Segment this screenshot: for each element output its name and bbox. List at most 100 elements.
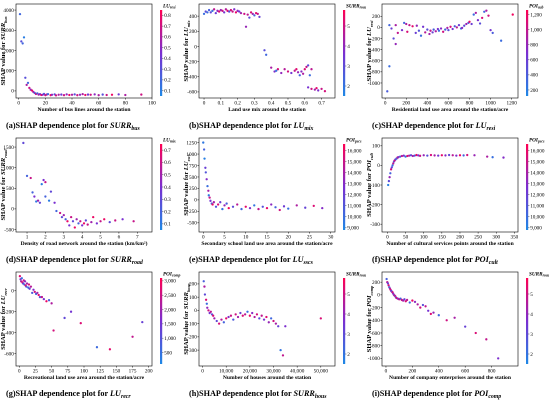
colorbar-tick-label: 2	[347, 352, 350, 358]
x-tick-label: 100	[80, 369, 88, 375]
scatter-point	[502, 156, 505, 159]
colorbar-label-feature: POI	[346, 138, 356, 144]
x-tick-label: 5	[223, 235, 226, 241]
scatter-point	[217, 322, 221, 325]
chart-e: 0 5 10 15 20 25 30 -500 -250 0 250 500 750 1000 1250 Se…	[183, 138, 362, 267]
scatter-point	[28, 287, 31, 290]
scatter-point	[310, 87, 313, 91]
x-tick-label: 50,000	[314, 369, 329, 375]
panel-caption: (i)SHAP dependence plot for POIcomp	[372, 389, 501, 400]
scatter-point	[405, 298, 409, 302]
x-tick-label: 1	[26, 235, 29, 241]
scatter-point	[306, 64, 310, 67]
x-tick-label: 250	[474, 235, 482, 241]
scatter-point	[478, 22, 482, 25]
scatter-point	[451, 27, 454, 31]
y-tick-label: 1000	[3, 165, 14, 171]
plot-frame	[15, 137, 153, 233]
scatter-point	[46, 93, 50, 96]
caption-letter: (c)	[372, 121, 381, 130]
caption-feature: LU	[292, 255, 305, 264]
scatter-point	[491, 156, 494, 159]
scatter-point	[312, 204, 315, 208]
scatter-point	[86, 223, 89, 226]
scatter-point	[31, 191, 34, 194]
scatter-point	[390, 27, 393, 30]
scatter-point	[211, 9, 214, 12]
scatter-point	[42, 178, 45, 182]
scatter-point	[303, 68, 306, 71]
colorbar-tick-label: 2,000	[164, 307, 176, 313]
scatter-point	[248, 314, 252, 317]
scatter-point	[68, 93, 71, 97]
scatter-point	[402, 154, 405, 157]
scatter-point	[124, 93, 127, 97]
x-tick-label: 40	[69, 101, 75, 107]
scatter-point	[234, 11, 238, 14]
scatter-point	[49, 190, 53, 193]
y-tick-label: 2000	[3, 48, 14, 54]
scatter-point	[389, 168, 393, 171]
scatter-point	[55, 209, 58, 213]
colorbar-tick-label: 3	[530, 332, 533, 338]
y-tick-label: -600	[370, 59, 380, 65]
panel-h: 0 10,000 20,000 30,000 40,000 50,000 -300 -200 -…	[183, 268, 366, 402]
x-tick-label: 150	[112, 369, 120, 375]
scatter-point	[310, 68, 313, 71]
chart-g: 0 25 50 75 100 125 150 175 200-600-400-2000Recre…	[0, 272, 180, 401]
scatter-points	[18, 275, 144, 351]
x-tick-label: 80	[123, 101, 129, 107]
x-tick-label: 800	[466, 101, 474, 107]
colorbar-tick-label: 11,000	[530, 204, 544, 210]
scatter-point	[212, 8, 216, 11]
y-tick-label: 400	[189, 14, 197, 20]
panel-caption: (d)SHAP dependence plot for SURRroad	[6, 255, 143, 266]
scatter-point	[392, 37, 395, 40]
x-axis-label: Recreational land use area around the st…	[24, 375, 145, 381]
x-tick-label: 60	[96, 101, 102, 107]
y-axis-label: SHAP value for SURRhous	[183, 283, 191, 355]
panel-e: 0 5 10 15 20 25 30 -500 -250 0 250 500 750 1000 1250 Se…	[183, 134, 366, 268]
scatter-point	[427, 309, 430, 312]
scatter-point	[71, 220, 75, 223]
colorbar-tick-label: 0.7	[164, 148, 171, 154]
scatter-point	[444, 28, 447, 31]
scatter-point	[213, 317, 216, 320]
y-axis-label-text: SHAP value for	[366, 307, 373, 353]
x-tick-label: 0.6	[302, 101, 309, 107]
colorbar-tick-label: 1,000	[530, 27, 542, 33]
scatter-point	[223, 204, 226, 207]
scatter-point	[437, 314, 440, 317]
y-tick-label: 0	[11, 289, 14, 295]
scatter-point	[246, 13, 249, 16]
colorbar-label-feature: SURR	[346, 4, 360, 10]
colorbar-tick-label: 3	[347, 332, 350, 338]
colorbar-tick-label: 400	[530, 73, 538, 79]
panel-caption: (e)SHAP dependence plot for LUsscs	[189, 255, 314, 266]
scatter-point	[489, 28, 492, 32]
scatter-point	[241, 314, 244, 317]
scatter-point	[275, 69, 278, 72]
scatter-point	[92, 216, 95, 219]
scatter-point	[224, 8, 228, 11]
colorbar-tick-label: 15,000	[347, 159, 362, 165]
scatter-point	[244, 205, 247, 208]
y-axis-label-text: SHAP value for	[0, 175, 7, 221]
scatter-point	[248, 16, 251, 19]
caption-text: SHAP dependence plot for	[198, 255, 292, 264]
caption-text: SHAP dependence plot for	[380, 255, 474, 264]
scatter-point	[277, 325, 280, 328]
scatter-point	[229, 8, 233, 12]
scatter-point	[265, 207, 269, 210]
scatter-point	[295, 68, 298, 71]
colorbar-tick-label: 500	[164, 350, 172, 356]
caption-text: SHAP dependence plot for	[381, 121, 475, 130]
scatter-point	[207, 8, 211, 12]
x-tick-label: 0	[18, 369, 21, 375]
y-axis-label-feature: LU	[366, 26, 373, 37]
y-tick-label: 100	[189, 295, 197, 301]
y-axis-label-text: SHAP value for	[183, 36, 190, 82]
scatter-point	[37, 293, 40, 297]
scatter-point	[75, 218, 78, 221]
scatter-point	[428, 32, 431, 36]
